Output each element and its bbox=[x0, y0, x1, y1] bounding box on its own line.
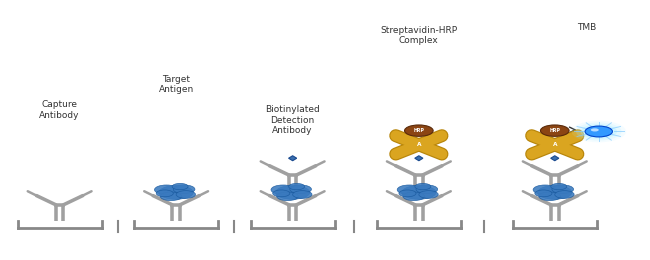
Text: TMB: TMB bbox=[577, 23, 597, 32]
Circle shape bbox=[551, 183, 567, 190]
Circle shape bbox=[404, 125, 433, 136]
Circle shape bbox=[156, 190, 174, 197]
Text: Biotinylated
Detection
Antibody: Biotinylated Detection Antibody bbox=[265, 105, 320, 135]
Text: A: A bbox=[552, 142, 557, 147]
Circle shape bbox=[416, 185, 437, 194]
Circle shape bbox=[591, 128, 599, 132]
Circle shape bbox=[554, 191, 574, 198]
Circle shape bbox=[277, 192, 298, 201]
Circle shape bbox=[533, 185, 557, 194]
Circle shape bbox=[402, 186, 436, 199]
Circle shape bbox=[276, 186, 310, 199]
Circle shape bbox=[160, 192, 182, 201]
Circle shape bbox=[552, 185, 573, 194]
Circle shape bbox=[571, 121, 626, 142]
Circle shape bbox=[176, 191, 196, 198]
Text: Streptavidin-HRP
Complex: Streptavidin-HRP Complex bbox=[380, 26, 458, 45]
Circle shape bbox=[415, 183, 431, 190]
Circle shape bbox=[159, 186, 193, 199]
Circle shape bbox=[540, 125, 569, 136]
Circle shape bbox=[289, 183, 305, 190]
Circle shape bbox=[535, 190, 552, 197]
Circle shape bbox=[539, 192, 560, 201]
Circle shape bbox=[419, 191, 438, 198]
Circle shape bbox=[292, 191, 312, 198]
Polygon shape bbox=[551, 156, 559, 161]
Text: Target
Antigen: Target Antigen bbox=[159, 75, 194, 94]
Circle shape bbox=[399, 190, 416, 197]
Text: HRP: HRP bbox=[549, 128, 560, 133]
Circle shape bbox=[576, 122, 621, 141]
Text: HRP: HRP bbox=[413, 128, 424, 133]
Circle shape bbox=[172, 183, 188, 190]
Circle shape bbox=[403, 192, 424, 201]
Circle shape bbox=[397, 185, 421, 194]
Circle shape bbox=[585, 126, 612, 137]
Circle shape bbox=[538, 186, 572, 199]
Circle shape bbox=[290, 185, 311, 194]
Text: Capture
Antibody: Capture Antibody bbox=[40, 100, 80, 120]
Polygon shape bbox=[289, 156, 296, 161]
Circle shape bbox=[155, 185, 178, 194]
Text: A: A bbox=[417, 142, 421, 147]
Circle shape bbox=[174, 185, 195, 194]
Circle shape bbox=[271, 185, 295, 194]
Polygon shape bbox=[415, 156, 423, 161]
Circle shape bbox=[273, 190, 290, 197]
Circle shape bbox=[580, 124, 617, 139]
